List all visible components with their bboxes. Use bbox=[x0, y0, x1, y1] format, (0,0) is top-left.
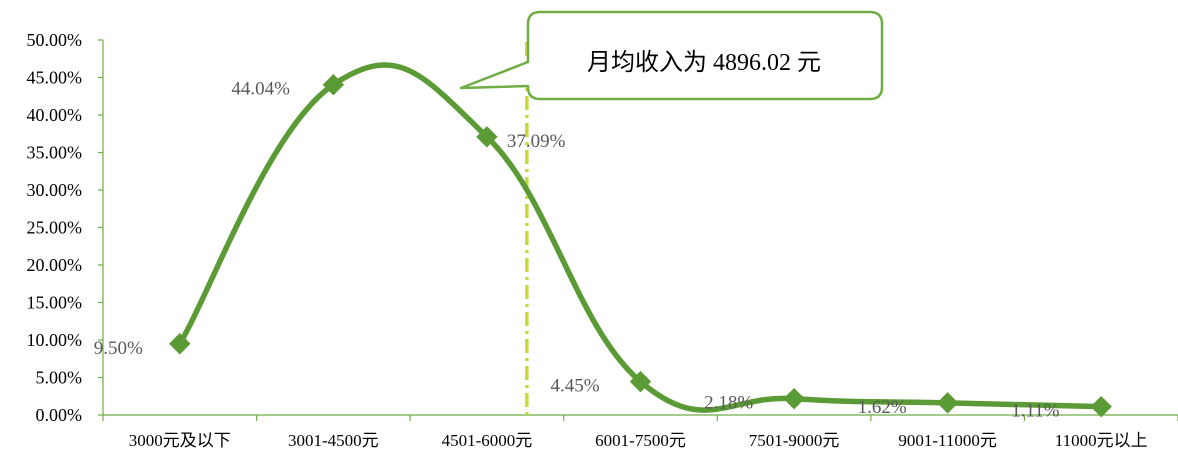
data-point-marker bbox=[1090, 395, 1112, 418]
data-point-marker bbox=[936, 392, 959, 414]
data-label: 4.45% bbox=[550, 376, 599, 397]
x-axis: 3000元及以下 3001-4500元 4501-6000元 6001-7500元 75… bbox=[102, 414, 1178, 450]
y-tick-label: 40.00% bbox=[27, 105, 83, 125]
y-tick-label: 5.00% bbox=[36, 368, 83, 388]
y-tick-label: 10.00% bbox=[27, 330, 83, 350]
data-label: 9.50% bbox=[94, 338, 143, 359]
y-tick-label: 35.00% bbox=[27, 143, 83, 163]
y-tick-label: 45.00% bbox=[27, 68, 83, 88]
x-tick-label: 11000元以上 bbox=[1055, 431, 1148, 450]
data-label: 2.18% bbox=[704, 393, 753, 414]
y-tick-label: 15.00% bbox=[27, 293, 83, 313]
y-tick-label: 25.00% bbox=[27, 218, 83, 238]
data-label-group: 9.50% 44.04% 37.09% 4.45% 2.18% 1.62% 1.11% bbox=[94, 79, 1060, 422]
y-tick-label: 50.00% bbox=[27, 30, 83, 50]
data-point-marker bbox=[169, 333, 191, 355]
x-tick-label: 4501-6000元 bbox=[442, 431, 533, 450]
x-tick-label: 9001-11000元 bbox=[898, 431, 997, 450]
y-tick-label: 30.00% bbox=[27, 180, 83, 200]
data-point-marker bbox=[476, 126, 498, 148]
data-label: 1.62% bbox=[858, 397, 907, 418]
data-point-marker bbox=[629, 370, 652, 393]
y-tick-label: 0.00% bbox=[36, 405, 83, 425]
x-tick-label: 6001-7500元 bbox=[595, 431, 686, 450]
series-line-group bbox=[177, 62, 1104, 413]
annotation-callout: 月均收入为 4896.02 元 bbox=[459, 10, 884, 101]
marker-group bbox=[169, 73, 1112, 418]
data-label: 37.09% bbox=[507, 131, 566, 152]
data-point-marker bbox=[783, 387, 805, 410]
y-tick-label: 20.00% bbox=[27, 255, 83, 275]
callout-text: 月均收入为 4896.02 元 bbox=[587, 49, 821, 76]
series-line bbox=[177, 62, 1104, 413]
data-label: 1.11% bbox=[1011, 401, 1060, 422]
data-label: 44.04% bbox=[231, 79, 290, 100]
x-tick-label: 3000元及以下 bbox=[129, 431, 231, 450]
x-tick-label: 7501-9000元 bbox=[749, 431, 840, 450]
x-tick-label: 3001-4500元 bbox=[288, 431, 379, 450]
y-axis: 0.00% 5.00% 10.00% 15.00% 20.00% 25.00% 30.00%… bbox=[27, 30, 104, 425]
data-point-marker bbox=[322, 73, 345, 96]
callout-bubble bbox=[459, 10, 884, 101]
